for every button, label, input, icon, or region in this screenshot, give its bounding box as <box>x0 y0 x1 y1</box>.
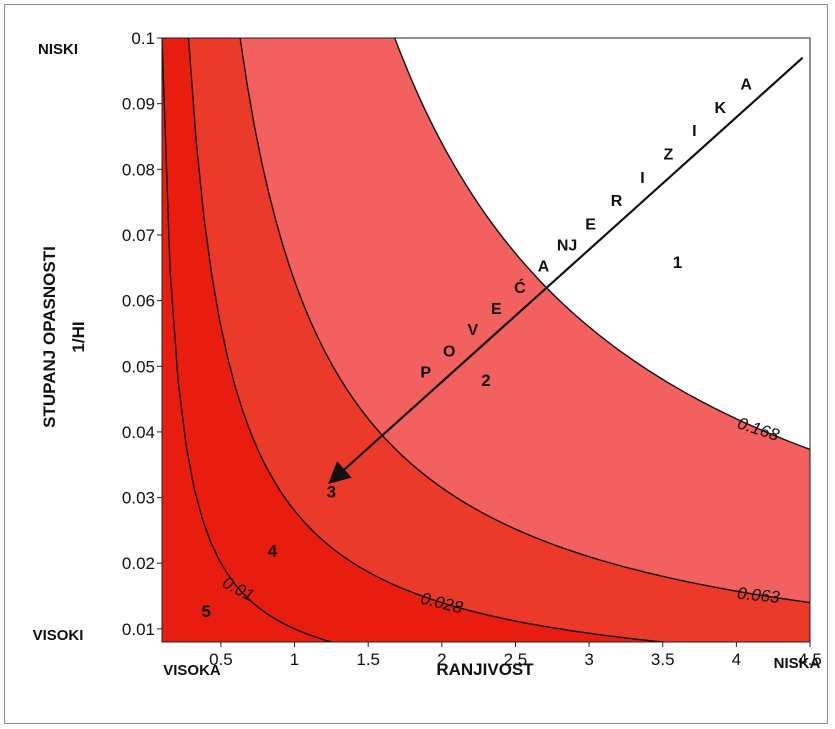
arrow-letter-lower: E <box>585 216 596 233</box>
y-tick-label-0.07: 0.07 <box>122 226 155 245</box>
contour-line-0.028 <box>187 38 671 642</box>
zone-label-5: 5 <box>201 602 210 621</box>
y-tick-label-0.06: 0.06 <box>122 292 155 311</box>
y-tick-label-0.08: 0.08 <box>122 160 155 179</box>
contour-lines <box>162 38 810 642</box>
x-tick-label-2: 2 <box>437 650 446 669</box>
x-tick-label-1: 1 <box>290 650 299 669</box>
arrow-letter-upper: A <box>740 77 752 94</box>
y-axis-ticks: 0.01 0.02 0.03 0.04 0.05 0.06 0.07 0.08 0.09 0.1 <box>122 29 162 639</box>
risk-zones <box>162 38 810 642</box>
arrow-letter-lower: V <box>467 322 478 339</box>
contour-line-0.168 <box>394 38 810 451</box>
y-axis-title-line1: STUPANJ OPASNOSTI <box>40 246 59 428</box>
y-tick-label-0.1: 0.1 <box>131 29 155 48</box>
x-tick-label-3: 3 <box>584 650 593 669</box>
zone-label-1: 1 <box>673 253 682 272</box>
x-tick-label-3.5: 3.5 <box>651 650 675 669</box>
x-axis-low-label: VISOKA <box>163 662 221 679</box>
x-tick-label-4: 4 <box>732 650 741 669</box>
arrow-letter-upper: I <box>692 123 696 140</box>
contour-line-0.01 <box>162 38 335 642</box>
y-tick-label-0.04: 0.04 <box>122 423 155 442</box>
arrow-letter-upper: I <box>640 170 644 187</box>
arrow-letter-lower: NJ <box>557 238 577 255</box>
y-tick-label-0.05: 0.05 <box>122 357 155 376</box>
y-tick-label-0.09: 0.09 <box>122 95 155 114</box>
arrow-letter-lower: Ć <box>514 278 526 297</box>
y-axis-title-line2: 1/HI <box>69 321 88 352</box>
arrow-letter-lower: A <box>538 259 550 276</box>
zone-label-4: 4 <box>268 542 278 561</box>
arrow-letter-upper: R <box>611 193 623 210</box>
y-tick-label-0.03: 0.03 <box>122 489 155 508</box>
plot-area-border <box>161 37 811 643</box>
arrow-letter-lower: O <box>443 343 455 360</box>
arrow-letter-upper: Z <box>664 146 674 163</box>
x-tick-label-1.5: 1.5 <box>356 650 380 669</box>
y-tick-label-0.02: 0.02 <box>122 554 155 573</box>
y-axis-high-label: NISKI <box>38 41 78 58</box>
contour-line-0.063 <box>239 38 810 604</box>
y-tick-label-0.01: 0.01 <box>122 620 155 639</box>
y-axis-low-label: VISOKI <box>33 627 84 644</box>
zone-3-area <box>162 38 810 642</box>
arrow-letter-lower: P <box>420 365 431 382</box>
x-tick-label-2.5: 2.5 <box>504 650 528 669</box>
zone-label-2: 2 <box>481 371 490 390</box>
x-axis-title: RANJIVOST <box>436 660 534 679</box>
x-axis-ticks: 0.5 1 1.5 2 2.5 3 3.5 4 4.5 <box>209 642 822 669</box>
zone-5-area <box>162 38 332 642</box>
risk-increase-arrow <box>328 56 804 485</box>
arrow-letter-upper: K <box>714 100 726 117</box>
x-tick-label-4.5: 4.5 <box>798 650 822 669</box>
arrow-letter-lower: E <box>491 301 502 318</box>
x-axis-high-label: NISKA <box>774 655 821 672</box>
zone-label-3: 3 <box>327 483 336 502</box>
chart-frame <box>4 4 828 724</box>
contour-label-0.063: 0.063 <box>736 584 781 607</box>
x-tick-label-0.5: 0.5 <box>209 650 233 669</box>
